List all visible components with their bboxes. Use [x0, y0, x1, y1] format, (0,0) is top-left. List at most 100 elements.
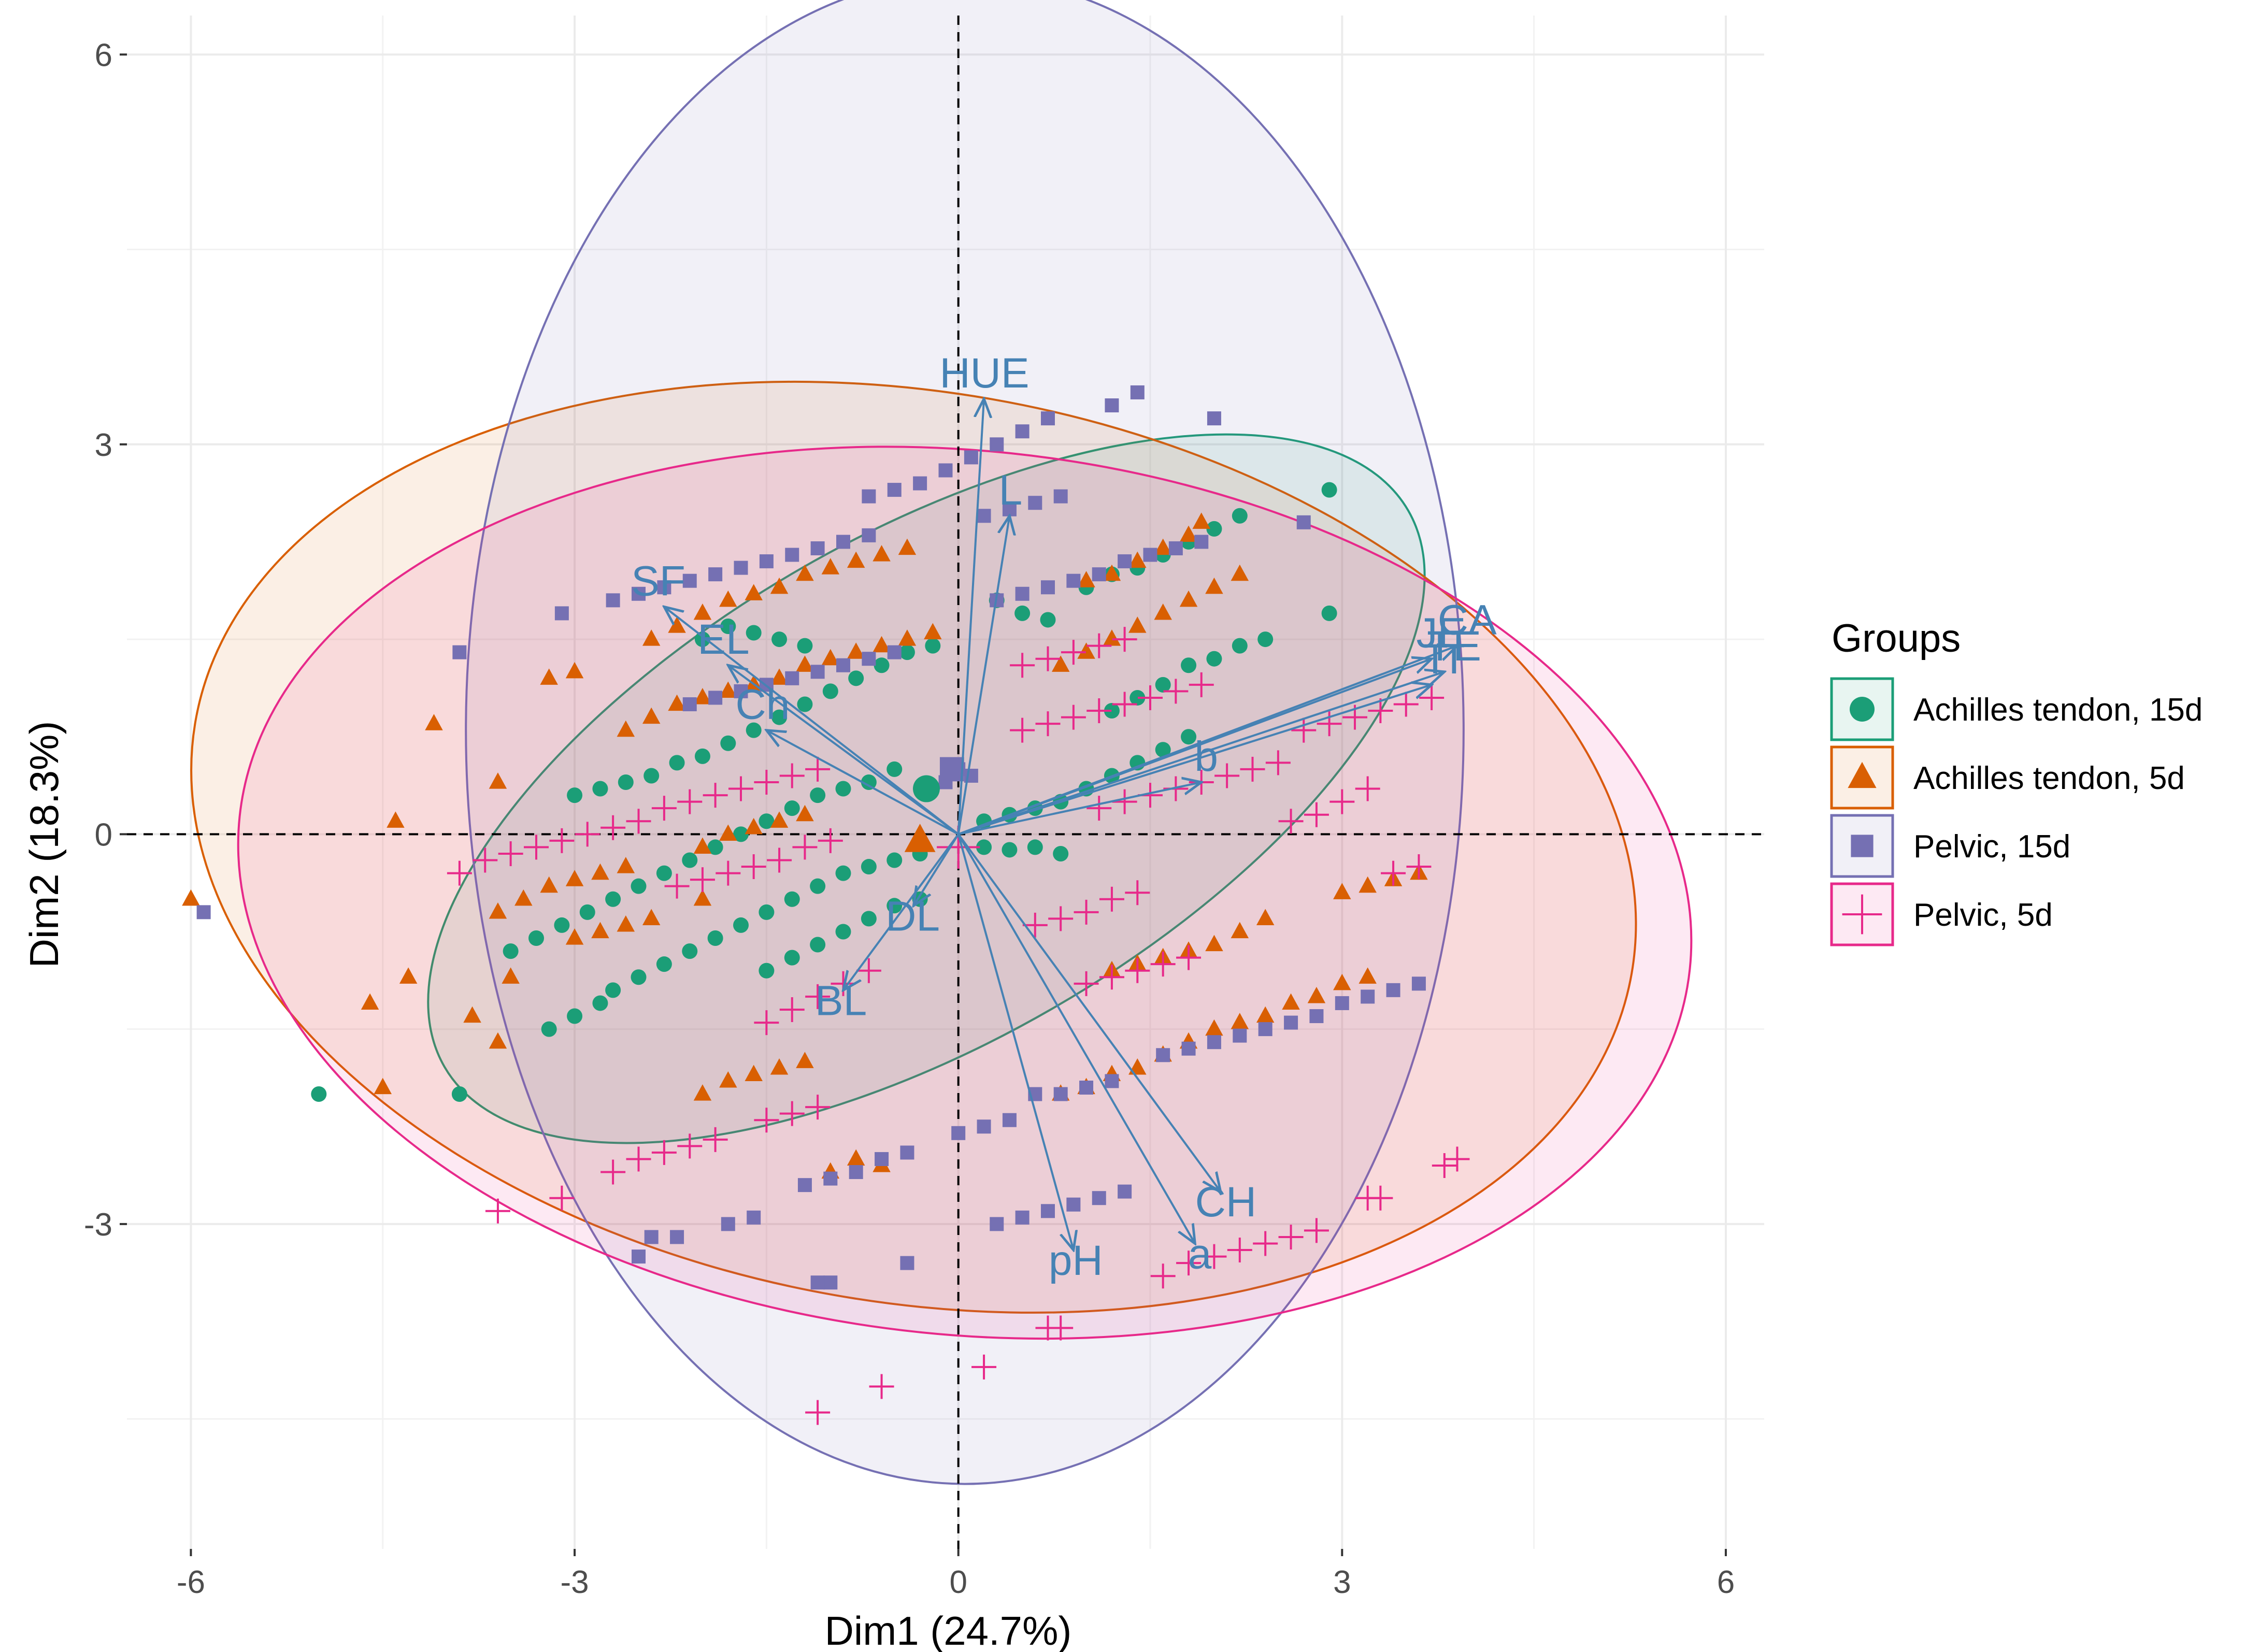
point-triangle [1333, 973, 1351, 990]
point-triangle [565, 928, 584, 945]
point-circle [1206, 521, 1222, 537]
point-plus [651, 796, 677, 821]
variable-arrows [664, 399, 1457, 1250]
point-triangle [770, 811, 789, 828]
point-circle [835, 781, 851, 797]
x-axis-ticks: -6 -3 0 3 6 [177, 1549, 1735, 1600]
point-square [862, 652, 876, 666]
arrow-label-te: TE [1427, 623, 1481, 670]
point-square [823, 1275, 838, 1290]
x-tick-label: -6 [177, 1564, 205, 1600]
point-triangle [719, 681, 737, 698]
point-plus [600, 815, 626, 840]
point-triangle [1307, 986, 1326, 1003]
point-square [1105, 1074, 1119, 1088]
point-circle [1002, 842, 1018, 858]
point-square [951, 1126, 966, 1140]
point-triangle [1333, 883, 1351, 899]
point-circle [746, 625, 762, 641]
point-circle [733, 826, 749, 842]
point-square [964, 450, 978, 465]
point-plus [524, 835, 549, 860]
point-triangle [1256, 909, 1275, 925]
point-plus [575, 822, 600, 847]
x-tick-label: 3 [1333, 1564, 1351, 1600]
point-square [452, 645, 467, 659]
point-triangle [1205, 1019, 1223, 1036]
point-triangle [873, 545, 891, 562]
legend: Groups Achilles tendon, 15d Achilles tend… [1830, 616, 2203, 946]
point-plus [1125, 958, 1150, 983]
point-plus [1432, 1153, 1457, 1178]
point-triangle [1154, 538, 1172, 555]
point-plus [754, 1108, 779, 1133]
point-square [1079, 1080, 1094, 1095]
point-plus [1278, 809, 1304, 834]
point-triangle [374, 1078, 392, 1095]
point-triangle [1256, 1006, 1275, 1023]
point-square [823, 1171, 838, 1186]
point-circle [797, 638, 813, 654]
point-square [810, 665, 825, 679]
arrow-a [957, 834, 1195, 1243]
point-square [1156, 1048, 1170, 1062]
point-plus [651, 1140, 677, 1165]
arrow-label-ti: TI [1422, 636, 1460, 683]
point-square [554, 606, 569, 621]
point-circle [886, 761, 903, 777]
point-circle [1206, 651, 1222, 667]
point-plus [1086, 698, 1112, 724]
point-circle [784, 891, 800, 907]
point-triangle [745, 1065, 763, 1082]
legend-marker-square [1851, 835, 1874, 857]
point-plus [1150, 1263, 1176, 1289]
point-square [1105, 398, 1119, 413]
point-circle [861, 774, 877, 790]
point-triangle [898, 538, 917, 555]
ellipse-pelvic-5d [237, 446, 1693, 1340]
point-circle [1181, 657, 1197, 673]
legend-label: Pelvic, 15d [1913, 829, 2070, 865]
point-triangle [1231, 564, 1249, 581]
arrow-label-ch: CH [1195, 1179, 1256, 1226]
point-circle [810, 787, 826, 803]
y-tick-label: -3 [84, 1207, 112, 1243]
point-plus [473, 847, 498, 873]
point-plus [1010, 653, 1035, 678]
point-circle [579, 904, 595, 920]
point-plus [1099, 886, 1124, 912]
centroid-circle [912, 775, 940, 802]
point-circle [784, 950, 800, 966]
point-triangle [502, 967, 520, 984]
point-triangle [514, 889, 533, 906]
point-square [682, 697, 697, 711]
point-plus [1355, 776, 1380, 801]
point-plus [1240, 756, 1265, 782]
arrow-te [958, 672, 1445, 836]
x-tick-label: 6 [1717, 1564, 1735, 1600]
y-axis-ticks: -3 0 3 6 [84, 37, 127, 1243]
point-square [1002, 1113, 1017, 1127]
arrow-label-dl: DL [885, 893, 940, 940]
point-plus [1061, 705, 1086, 730]
point-square [1296, 515, 1311, 529]
point-triangle [898, 629, 917, 646]
point-plus [1176, 1251, 1202, 1276]
legend-label: Pelvic, 5d [1913, 897, 2053, 933]
point-triangle [693, 889, 712, 906]
axes: -6 -3 0 3 6 -3 0 3 6 Dim1 (24.7%) Dim2 (18.3%) [21, 37, 1735, 1652]
point-square [797, 1178, 812, 1193]
point-plus [485, 1198, 510, 1224]
point-square [1028, 496, 1042, 510]
point-plus [805, 1095, 831, 1120]
point-square [900, 1256, 914, 1270]
point-triangle [591, 863, 609, 880]
x-axis-title: Dim1 (24.7%) [825, 1608, 1072, 1652]
point-circle [567, 1008, 583, 1024]
point-plus [716, 860, 741, 886]
point-circle [1104, 703, 1120, 719]
point-triangle [924, 623, 942, 640]
point-square [1194, 535, 1209, 549]
point-square [1015, 586, 1029, 601]
point-square [990, 437, 1004, 452]
